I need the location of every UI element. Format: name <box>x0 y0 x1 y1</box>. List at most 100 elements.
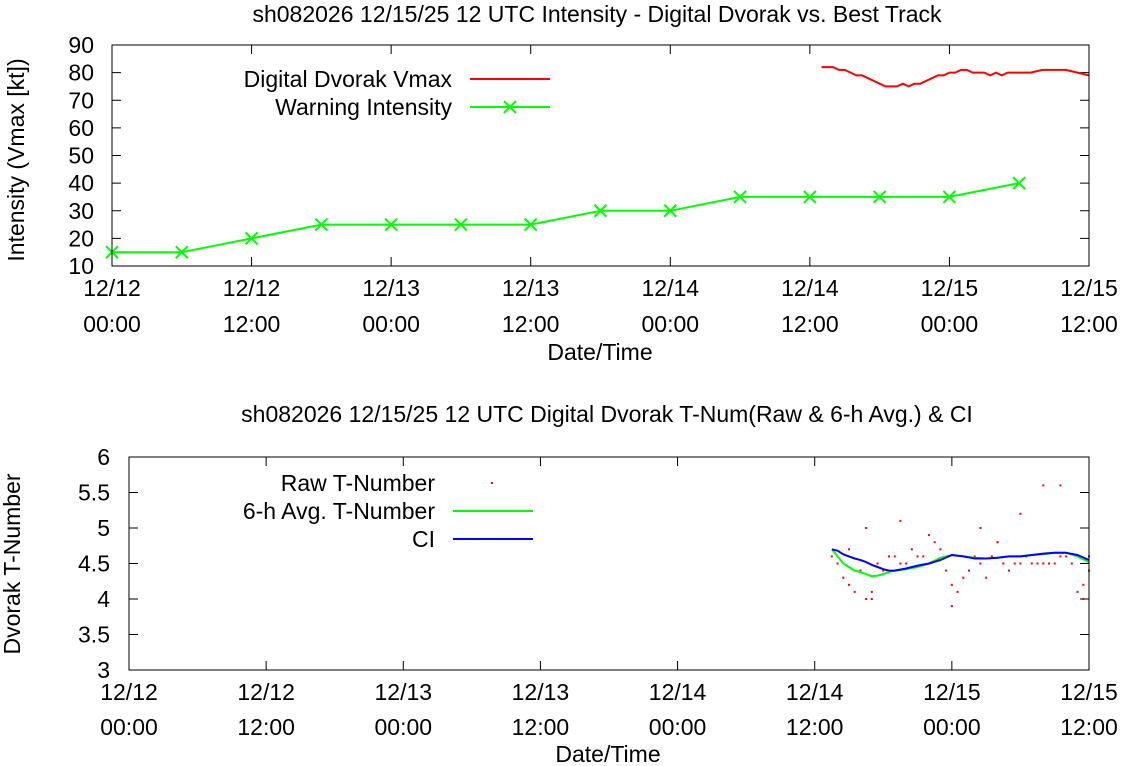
x-tick-label-time: 12:00 <box>223 311 281 337</box>
x-tick-label-time: 00:00 <box>100 714 158 740</box>
x-tick-label-date: 12/15 <box>923 679 981 705</box>
x-tick-label-date: 12/15 <box>1060 275 1118 301</box>
data-point-warning-intensity <box>872 190 887 204</box>
y-tick-label: 30 <box>68 198 94 224</box>
y-tick-label: 70 <box>68 87 94 113</box>
legend-marker-warning-intensity <box>503 100 517 114</box>
data-point-raw-t-number <box>945 569 948 572</box>
x-tick-label-date: 12/12 <box>237 679 295 705</box>
data-point-raw-t-number <box>910 548 913 551</box>
x-tick-label-time: 00:00 <box>923 714 981 740</box>
x-tick-label-date: 12/14 <box>781 275 839 301</box>
x-tick-label-date: 12/14 <box>642 275 700 301</box>
data-point-raw-t-number <box>842 576 845 579</box>
legend-swatch-raw-tnumber <box>491 482 493 484</box>
data-point-raw-t-number <box>1019 562 1022 565</box>
series-line-warning-intensity <box>112 182 1020 254</box>
intensity-chart-title: sh082026 12/15/25 12 UTC Intensity - Dig… <box>252 1 942 27</box>
legend-label-raw-tnumber: Raw T-Number <box>281 470 436 496</box>
y-tick-label: 10 <box>68 253 94 279</box>
x-tick-label-time: 12:00 <box>1060 311 1118 337</box>
y-tick-label: 80 <box>68 60 94 86</box>
data-point-raw-t-number <box>848 548 850 551</box>
data-point-warning-intensity <box>314 217 329 232</box>
data-point-raw-t-number <box>893 555 896 558</box>
data-point-raw-t-number <box>1082 598 1085 600</box>
x-tick-label-time: 12:00 <box>502 311 560 337</box>
x-tick-label-date: 12/14 <box>649 679 707 705</box>
data-point-raw-t-number <box>1042 484 1045 487</box>
x-tick-label-date: 12/13 <box>375 679 433 705</box>
data-point-raw-t-number <box>933 541 936 544</box>
data-point-raw-t-number <box>859 569 862 572</box>
x-tick-label-time: 00:00 <box>362 311 420 337</box>
data-point-raw-t-number <box>916 555 919 558</box>
data-point-raw-t-number <box>973 555 976 558</box>
data-point-raw-t-number <box>1042 562 1045 565</box>
data-point-raw-t-number <box>1013 562 1016 565</box>
tnumber-y-axis-label: Dvorak T-Number <box>0 473 25 654</box>
data-point-raw-t-number <box>899 562 902 565</box>
data-point-raw-t-number <box>956 590 959 593</box>
x-tick-label-date: 12/14 <box>786 679 844 705</box>
legend-label-ci: CI <box>412 526 435 552</box>
x-tick-label-time: 00:00 <box>649 714 707 740</box>
data-point-raw-t-number <box>996 541 999 544</box>
x-tick-label-date: 12/12 <box>223 275 281 301</box>
x-tick-label-time: 12:00 <box>786 714 844 740</box>
x-tick-label-date: 12/12 <box>83 275 141 301</box>
tnumber-plot-frame <box>128 456 1090 671</box>
data-point-raw-t-number <box>1053 562 1056 565</box>
tnumber-x-axis-label: Date/Time <box>555 741 660 766</box>
y-tick-label: 3 <box>97 657 110 683</box>
data-point-raw-t-number <box>853 590 856 593</box>
y-tick-label: 40 <box>68 170 94 196</box>
data-point-raw-t-number <box>939 548 942 551</box>
y-tick-label: 4.5 <box>78 551 110 577</box>
data-point-raw-t-number <box>990 555 993 558</box>
y-tick-label: 50 <box>68 143 94 169</box>
data-point-raw-t-number <box>1065 555 1068 558</box>
x-tick-label-time: 12:00 <box>512 714 570 740</box>
data-point-raw-t-number <box>979 562 982 565</box>
data-point-raw-t-number <box>1002 562 1005 565</box>
data-point-warning-intensity <box>454 217 468 232</box>
data-point-raw-t-number <box>870 590 873 593</box>
data-point-warning-intensity <box>524 217 538 232</box>
data-point-raw-t-number <box>950 605 953 608</box>
series-line-ci <box>831 548 1090 572</box>
intensity-series <box>105 66 1090 259</box>
data-point-raw-t-number <box>865 527 868 529</box>
data-point-raw-t-number <box>1059 555 1062 558</box>
legend-label-warning-intensity: Warning Intensity <box>275 94 452 120</box>
data-point-raw-t-number <box>876 562 879 565</box>
data-point-raw-t-number <box>865 598 868 600</box>
x-tick-label-time: 12:00 <box>781 311 839 337</box>
intensity-legend: Digital Dvorak Vmax Warning Intensity <box>244 66 550 120</box>
data-point-warning-intensity <box>733 190 747 204</box>
series-line-digital-dvorak-vmax <box>821 66 1090 88</box>
legend-label-dvorak-vmax: Digital Dvorak Vmax <box>244 66 453 92</box>
tnumber-chart-title: sh082026 12/15/25 12 UTC Digital Dvorak … <box>241 401 973 427</box>
x-tick-label-date: 12/13 <box>512 679 570 705</box>
data-point-raw-t-number <box>1030 562 1033 565</box>
data-point-warning-intensity <box>384 217 398 232</box>
y-tick-label: 60 <box>68 115 94 141</box>
x-tick-label-date: 12/13 <box>502 275 560 301</box>
data-point-raw-t-number <box>922 555 925 558</box>
data-point-raw-t-number <box>979 527 982 529</box>
x-tick-label-date: 12/15 <box>1060 679 1118 705</box>
data-point-raw-t-number <box>848 583 850 586</box>
data-point-raw-t-number <box>899 519 902 522</box>
data-point-warning-intensity <box>663 204 677 218</box>
y-tick-label: 5 <box>97 515 110 541</box>
tnumber-ticks: 3 3.5 4 4.5 5 5.5 6 12/12 00:00 12/12 12:00 12/13 00… <box>78 444 1118 740</box>
legend-label-avg-tnumber: 6-h Avg. T-Number <box>243 498 436 524</box>
data-point-warning-intensity <box>1012 176 1026 190</box>
x-tick-label-date: 12/15 <box>921 275 979 301</box>
y-tick-label: 3.5 <box>78 622 110 648</box>
data-point-raw-t-number <box>1076 590 1079 593</box>
x-tick-label-time: 00:00 <box>642 311 700 337</box>
x-tick-label-time: 12:00 <box>1060 714 1118 740</box>
